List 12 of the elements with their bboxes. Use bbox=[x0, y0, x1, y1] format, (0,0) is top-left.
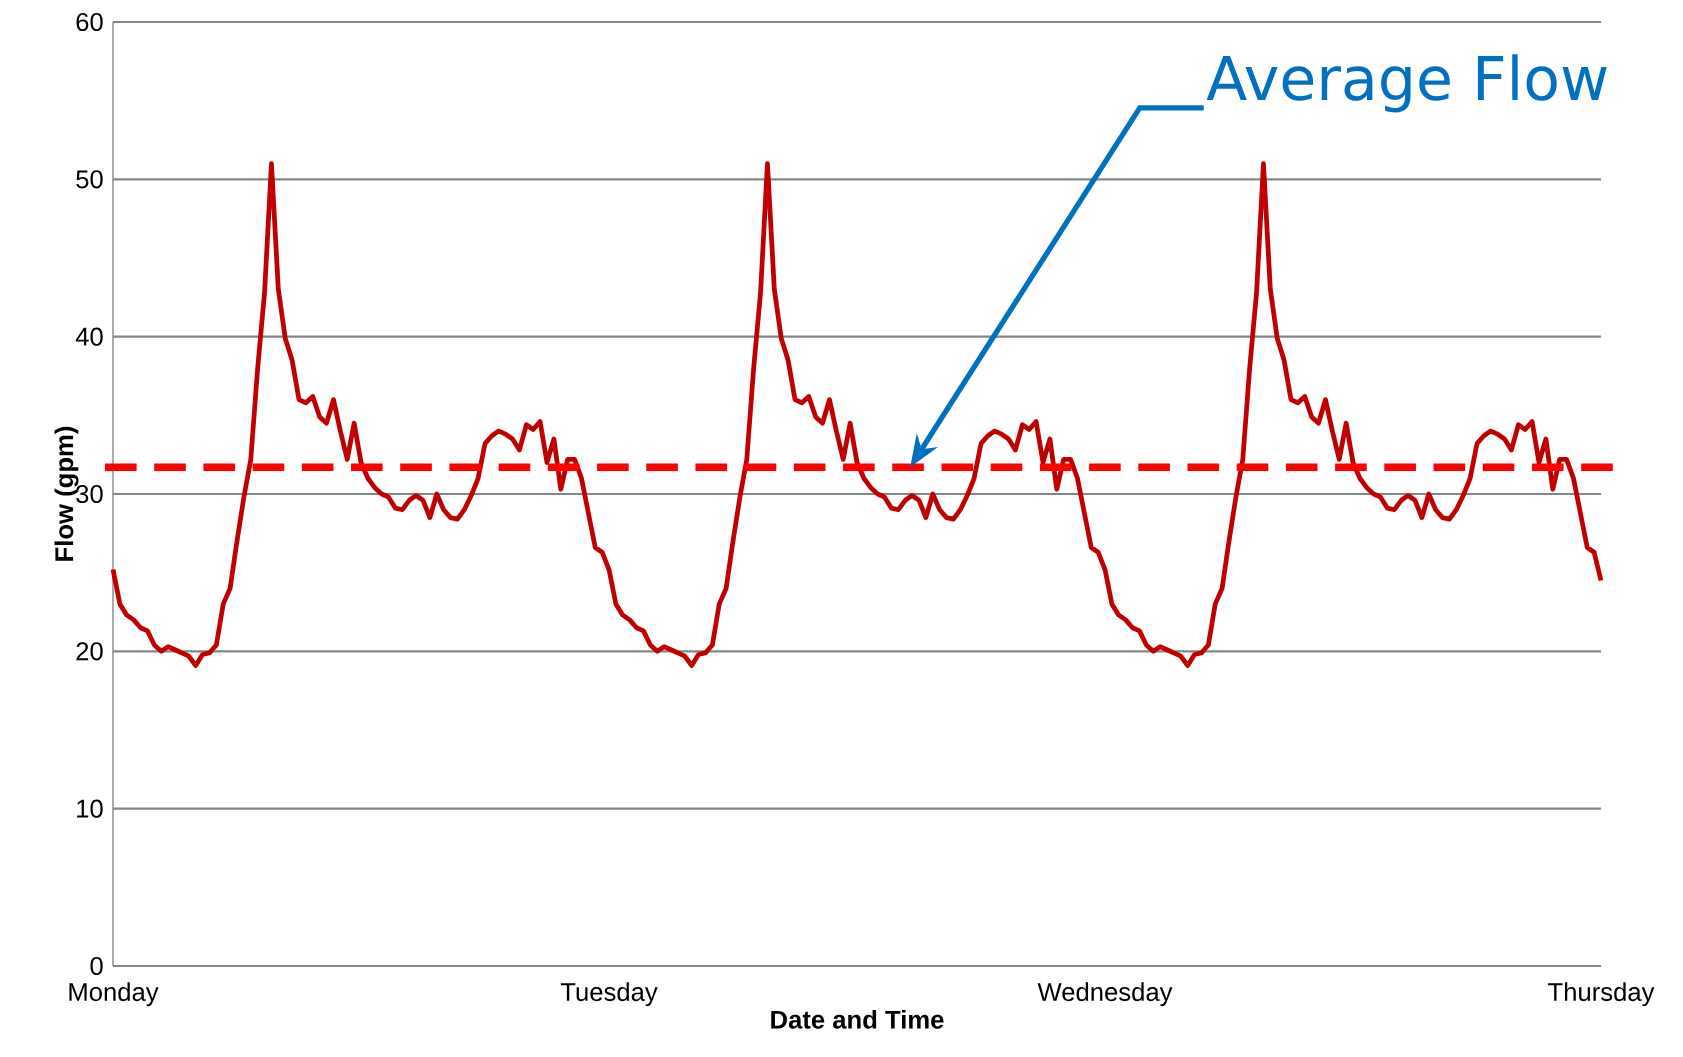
y-tick-label: 20 bbox=[76, 642, 103, 661]
x-axis-title: Date and Time bbox=[771, 1009, 944, 1029]
x-tick-label: Monday bbox=[69, 982, 159, 1007]
x-tick-label: Thursday bbox=[1548, 982, 1655, 1007]
x-tick-label: Tuesday bbox=[560, 982, 658, 1007]
y-tick-label: 50 bbox=[76, 170, 103, 189]
y-tick-label: 10 bbox=[77, 799, 103, 818]
y-tick-label: 40 bbox=[75, 327, 103, 346]
annotation: Average Flow bbox=[1206, 54, 1607, 113]
y-tick-label: 60 bbox=[76, 12, 103, 32]
x-tick-label: Wednesday bbox=[1037, 982, 1173, 1007]
y-tick-label: 0 bbox=[90, 956, 103, 976]
